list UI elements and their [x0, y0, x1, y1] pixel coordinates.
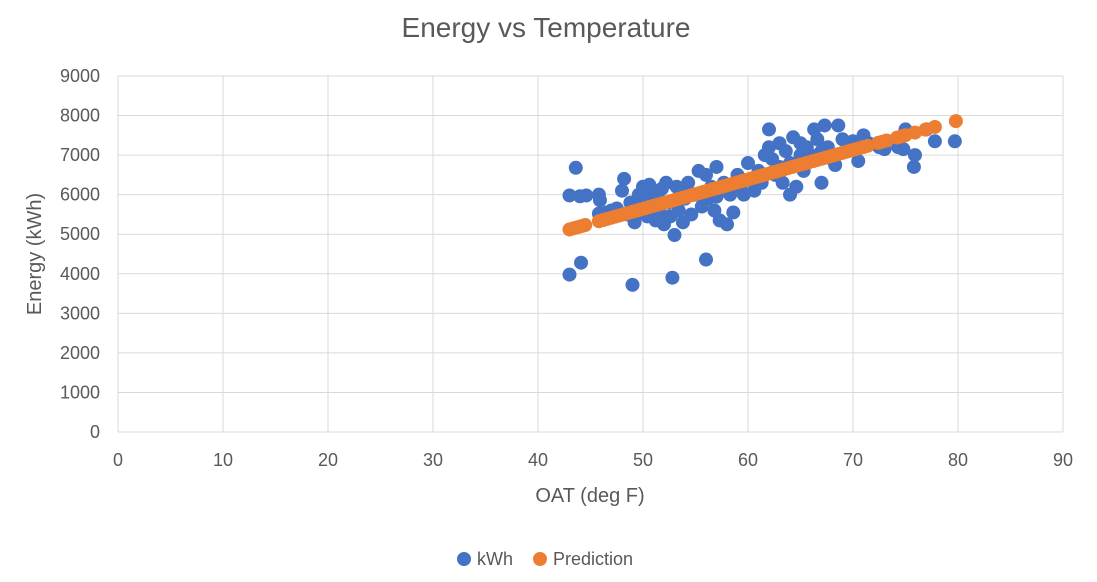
legend-marker-kwh [457, 552, 471, 566]
kwh-point [736, 187, 751, 202]
kwh-point [568, 160, 583, 175]
series-kwh [562, 118, 962, 292]
y-tick-label: 3000 [60, 303, 100, 323]
kwh-point [817, 118, 832, 133]
x-tick-label: 80 [948, 450, 968, 470]
kwh-point [671, 203, 686, 218]
kwh-point [835, 132, 850, 147]
kwh-point [684, 207, 699, 222]
kwh-point [762, 122, 776, 137]
prediction-point [927, 119, 942, 134]
x-tick-label: 60 [738, 450, 758, 470]
kwh-point [592, 193, 607, 208]
tick-labels: 0 1000 2000 3000 4000 5000 6000 7000 8000 9000 0 10… [60, 66, 1073, 470]
kwh-point [617, 171, 632, 186]
kwh-point [667, 228, 682, 243]
kwh-point [615, 183, 629, 198]
y-axis-label: Energy (kWh) [24, 193, 46, 315]
kwh-point [906, 159, 921, 174]
kwh-point [775, 175, 790, 190]
grid-lines [117, 75, 1064, 433]
kwh-point [699, 252, 713, 267]
kwh-point [741, 156, 755, 171]
kwh-point [726, 205, 741, 220]
kwh-point [699, 167, 713, 182]
y-tick-label: 2000 [60, 343, 100, 363]
kwh-point [562, 188, 577, 203]
kwh-point [574, 255, 589, 270]
kwh-point [851, 154, 866, 169]
kwh-point [896, 142, 911, 157]
kwh-point [814, 175, 829, 190]
kwh-point [927, 134, 942, 149]
kwh-point [709, 159, 724, 174]
y-tick-label: 9000 [60, 66, 100, 86]
kwh-point [831, 118, 846, 133]
legend-label-prediction: Prediction [553, 549, 633, 569]
x-tick-label: 0 [113, 450, 123, 470]
chart-title: Energy vs Temperature [402, 12, 691, 43]
x-tick-label: 20 [318, 450, 338, 470]
kwh-point [562, 267, 577, 282]
series-prediction [562, 114, 963, 237]
x-tick-label: 40 [528, 450, 548, 470]
kwh-point [907, 148, 922, 163]
kwh-point [659, 175, 674, 190]
prediction-point [860, 138, 875, 153]
y-tick-label: 0 [90, 422, 100, 442]
prediction-point [578, 218, 593, 233]
kwh-point [665, 270, 680, 285]
kwh-point [810, 132, 825, 147]
kwh-point [681, 175, 696, 190]
y-tick-label: 4000 [60, 264, 100, 284]
legend-label-kwh: kWh [477, 549, 513, 569]
x-tick-label: 90 [1053, 450, 1073, 470]
kwh-point [789, 179, 804, 194]
kwh-point [947, 134, 962, 149]
y-tick-label: 1000 [60, 382, 100, 402]
prediction-point [907, 125, 922, 140]
x-tick-label: 70 [843, 450, 863, 470]
prediction-point [948, 114, 963, 129]
y-tick-label: 6000 [60, 185, 100, 205]
kwh-point [778, 144, 793, 159]
y-tick-label: 7000 [60, 145, 100, 165]
y-tick-label: 8000 [60, 106, 100, 126]
x-tick-label: 50 [633, 450, 653, 470]
kwh-point [579, 188, 594, 203]
x-tick-label: 30 [423, 450, 443, 470]
kwh-point [720, 217, 734, 232]
legend-marker-prediction [533, 552, 547, 566]
kwh-point [625, 277, 640, 292]
legend: kWh Prediction [457, 549, 633, 569]
y-tick-label: 5000 [60, 224, 100, 244]
prediction-point [879, 133, 894, 148]
data-series [562, 114, 963, 292]
x-axis-label: OAT (deg F) [535, 485, 644, 507]
x-tick-label: 10 [213, 450, 233, 470]
kwh-point [762, 140, 776, 155]
